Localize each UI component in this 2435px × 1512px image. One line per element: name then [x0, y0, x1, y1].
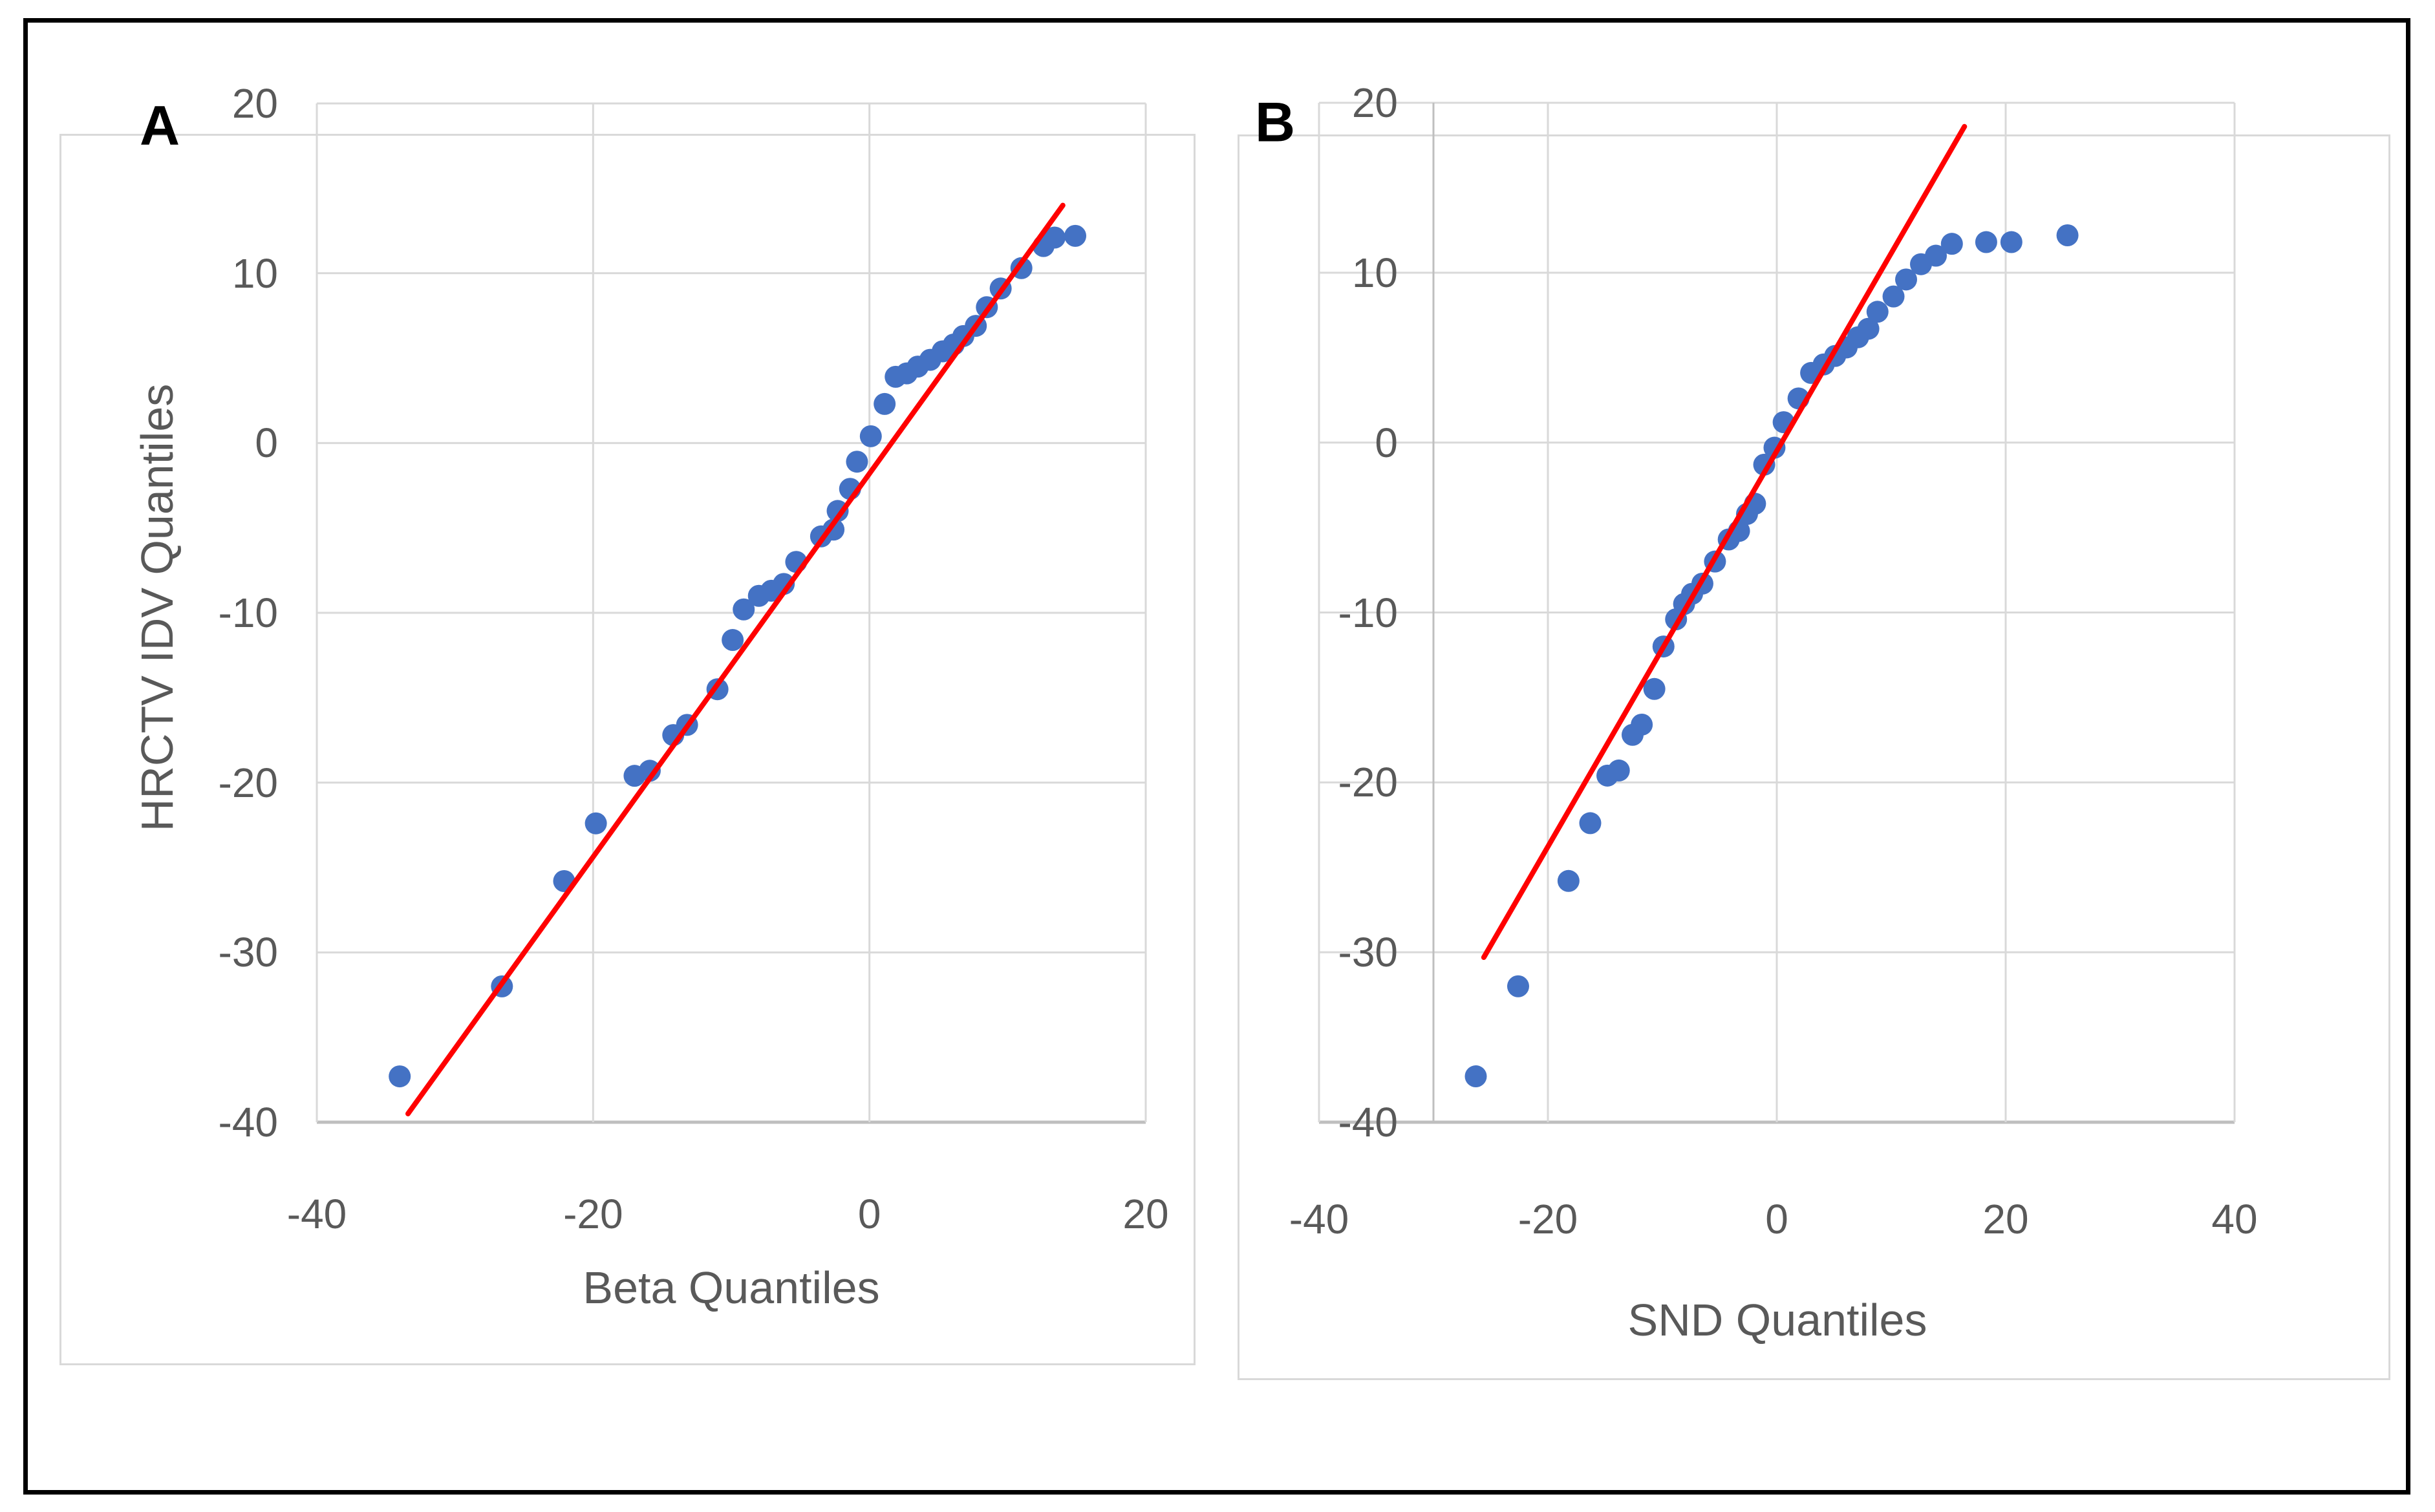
- y-tick-label: -20: [1338, 759, 1399, 806]
- data-point: [722, 629, 744, 652]
- y-tick-label: 10: [1351, 249, 1398, 296]
- x-tick-label: -20: [563, 1191, 623, 1237]
- data-point: [1607, 759, 1630, 782]
- y-tick-label: -30: [218, 929, 279, 976]
- y-tick-label: -40: [218, 1099, 279, 1145]
- y-tick-label: -10: [1338, 589, 1399, 636]
- data-point: [1464, 1065, 1487, 1088]
- data-point: [1925, 244, 1947, 267]
- data-point: [2056, 224, 2079, 247]
- panel-a-plot: [316, 102, 1147, 1124]
- panel-b-x-axis-title: SND Quantiles: [1627, 1295, 1927, 1345]
- trend-line: [1481, 123, 1968, 961]
- data-point: [773, 573, 795, 595]
- data-point: [826, 500, 849, 522]
- x-tick-label: 0: [857, 1191, 881, 1237]
- data-point: [1882, 285, 1905, 308]
- panel-a-chart-area: [59, 134, 1196, 1365]
- data-point: [1895, 268, 1918, 291]
- data-point: [585, 812, 607, 835]
- data-point: [1507, 975, 1529, 997]
- data-point: [846, 451, 868, 473]
- panel-b-chart-area: [1238, 134, 2390, 1380]
- x-tick-label: -20: [1518, 1196, 1578, 1242]
- data-point: [2000, 231, 2022, 253]
- data-point: [638, 760, 661, 782]
- y-tick-label: 0: [1375, 419, 1398, 466]
- x-tick-label: 20: [1982, 1196, 2029, 1242]
- data-point: [1975, 231, 1997, 253]
- data-point: [1064, 224, 1087, 247]
- trend-line: [405, 202, 1066, 1116]
- x-tick-label: -40: [1289, 1196, 1349, 1242]
- y-tick-label: 0: [255, 420, 278, 467]
- y-tick-label: 20: [231, 80, 278, 127]
- panel-a-label: A: [139, 94, 180, 157]
- x-tick-label: -40: [286, 1191, 347, 1237]
- y-tick-label: 20: [1351, 80, 1398, 126]
- data-point: [874, 392, 896, 415]
- x-tick-label: 20: [1122, 1191, 1169, 1237]
- data-point: [1857, 317, 1880, 340]
- data-point: [1866, 301, 1889, 323]
- y-tick-label: 10: [231, 250, 278, 297]
- x-tick-label: 40: [2211, 1196, 2258, 1242]
- data-point: [1940, 233, 1963, 255]
- panel-a-x-axis-title: Beta Quantiles: [583, 1262, 880, 1313]
- data-point: [1579, 812, 1602, 835]
- panel-b-plot: [1318, 101, 2236, 1124]
- data-point: [1631, 713, 1653, 736]
- y-tick-label: -10: [218, 590, 279, 636]
- data-point: [389, 1065, 411, 1088]
- panel-b-label: B: [1254, 91, 1296, 154]
- data-point: [1557, 869, 1580, 892]
- y-tick-label: -20: [218, 759, 279, 806]
- data-point: [733, 598, 755, 621]
- y-tick-label: -40: [1338, 1099, 1399, 1145]
- x-tick-label: 0: [1765, 1196, 1788, 1242]
- data-point: [1043, 226, 1066, 249]
- y-tick-label: -30: [1338, 929, 1399, 976]
- data-point: [1643, 677, 1666, 700]
- data-point: [859, 425, 882, 447]
